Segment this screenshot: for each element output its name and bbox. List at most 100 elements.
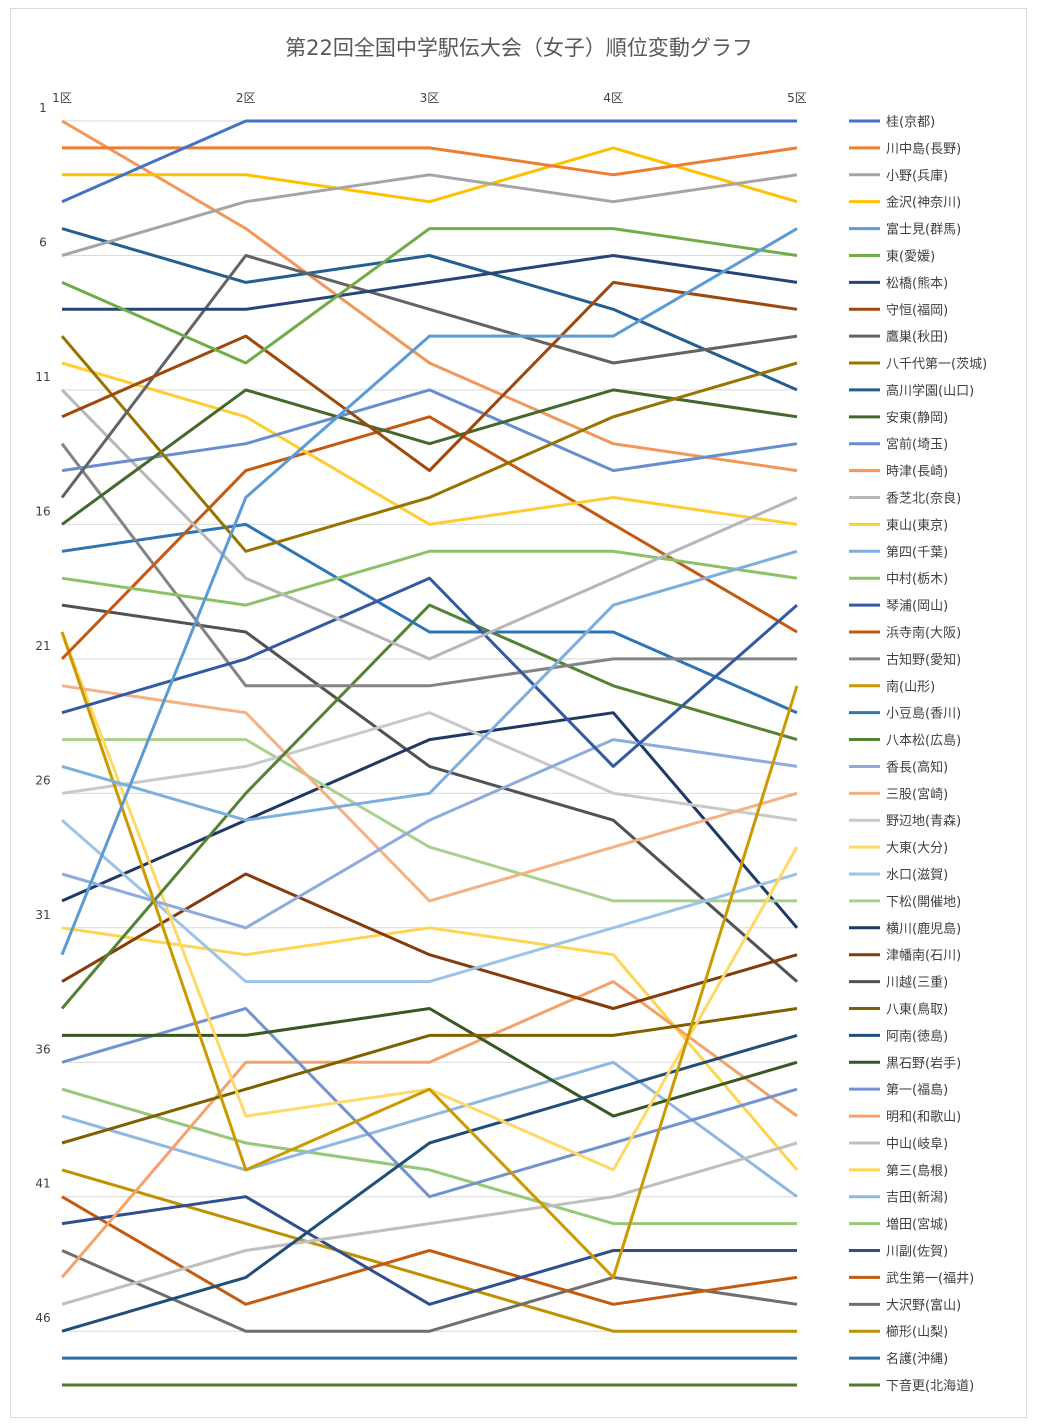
y-tick-label: 46 [35, 1311, 50, 1325]
legend-label: 桂(京都) [886, 115, 935, 130]
legend-label: 武生第一(福井) [886, 1271, 974, 1286]
legend-label: 第一(福島) [886, 1083, 948, 1098]
series-line [61, 1033, 798, 1333]
legend-label: 中山(岐阜) [886, 1136, 948, 1152]
series-line [61, 280, 798, 473]
legend-label: 東山(東京) [886, 517, 948, 533]
x-tick-label: 5区 [787, 91, 807, 105]
y-tick-label: 6 [39, 235, 47, 249]
chart-title: 第22回全国中学駅伝大会（女子）順位変動グラフ [285, 36, 753, 60]
y-tick-label: 11 [35, 370, 50, 384]
legend-label: 中村(栃木) [886, 572, 948, 587]
y-tick-label: 36 [35, 1042, 50, 1056]
series-line [61, 684, 798, 903]
legend-label: 高川学園(山口) [886, 383, 974, 399]
legend: 桂(京都) 川中島(長野) 小野(兵庫) 金沢(神奈川) 富士見(群馬) 東(愛媛) 松橋(… [849, 115, 987, 1394]
legend-label: 第四(千葉) [886, 545, 948, 560]
x-tick-label: 2区 [236, 91, 256, 105]
series-line [61, 1249, 798, 1333]
series-line [60, 603, 798, 1010]
legend-label: 香長(高知) [886, 759, 948, 775]
x-tick-label: 4区 [603, 91, 623, 105]
legend-label: 第三(島根) [886, 1164, 948, 1179]
series-line [61, 603, 798, 983]
legend-label: 富士見(群馬) [886, 222, 961, 238]
series-lines [60, 119, 799, 1387]
legend-label: 大沢野(富山) [886, 1297, 961, 1313]
series-line [61, 173, 798, 257]
series-line [60, 442, 797, 688]
y-tick-label: 26 [35, 773, 50, 787]
y-tick-label: 21 [35, 639, 50, 653]
y-tick-label: 16 [35, 504, 50, 518]
legend-label: 時津(長崎) [886, 465, 948, 480]
legend-label: 八東(鳥取) [886, 1001, 948, 1017]
series-line [61, 1007, 798, 1145]
legend-label: 小野(兵庫) [886, 169, 948, 184]
series-line [62, 1007, 798, 1118]
legend-label: 東(愛媛) [886, 248, 935, 264]
series-line [61, 1060, 798, 1198]
legend-label: 宮前(埼玉) [886, 437, 948, 453]
series-line [62, 254, 798, 311]
series-line [61, 388, 798, 473]
legend-label: 鷹巣(秋田) [886, 330, 948, 345]
legend-label: 横川(鹿児島) [886, 921, 961, 937]
legend-label: 三股(宮崎) [886, 786, 948, 802]
legend-label: 大東(大分) [886, 840, 948, 856]
legend-label: 野辺地(青森) [886, 814, 961, 829]
x-tick-label: 1区 [52, 91, 72, 105]
legend-label: 阿南(徳島) [886, 1028, 948, 1044]
legend-label: 八本松(広島) [886, 734, 961, 749]
series-line [61, 1087, 797, 1226]
series-line [61, 872, 798, 1010]
series-line [61, 711, 798, 822]
legend-label: 川中島(長野) [886, 142, 961, 157]
y-tick-label: 31 [35, 908, 50, 922]
series-line [61, 119, 797, 204]
series-line [61, 549, 798, 607]
series-line [61, 549, 798, 822]
legend-label: 小豆島(香川) [886, 707, 961, 722]
legend-label: 金沢(神奈川) [886, 195, 961, 211]
series-line [61, 926, 799, 1171]
series-line [61, 711, 799, 929]
y-tick-label: 1 [39, 101, 47, 115]
series-line [61, 227, 798, 392]
legend-label: 琴浦(岡山) [886, 599, 948, 614]
series-line [60, 631, 799, 1279]
chart-frame [10, 8, 1027, 1418]
legend-label: 松橋(熊本) [886, 275, 948, 291]
legend-label: 川越(三重) [886, 975, 948, 991]
series-line [61, 1007, 798, 1199]
y-tick-label: 41 [35, 1177, 50, 1191]
legend-label: 下松(開催地) [886, 895, 961, 910]
legend-label: 下音更(北海道) [886, 1378, 974, 1394]
series-line [62, 738, 797, 903]
legend-label: 川副(佐賀) [886, 1245, 948, 1260]
legend-label: 浜寺南(大阪) [886, 625, 961, 641]
series-line [61, 738, 798, 930]
legend-label: 南(山形) [886, 679, 935, 695]
legend-label: 香芝北(奈良) [886, 491, 961, 507]
series-line [60, 227, 798, 956]
legend-label: 増田(宮城) [886, 1217, 948, 1233]
x-axis-labels: 1区 2区 3区 4区 5区 [52, 91, 807, 105]
series-line [61, 1195, 797, 1306]
legend-label: 水口(滋賀) [886, 868, 948, 883]
legend-label: 守恒(福岡) [886, 303, 948, 318]
series-line [61, 1141, 798, 1306]
series-line [60, 388, 798, 661]
series-line [61, 227, 798, 365]
legend-label: 八千代第一(茨城) [886, 357, 987, 372]
legend-label: 古知野(愛知) [886, 652, 961, 668]
legend-label: 安東(静岡) [886, 410, 948, 426]
legend-label: 櫛形(山梨) [886, 1325, 948, 1340]
legend-label: 吉田(新潟) [886, 1190, 948, 1206]
series-line [61, 119, 798, 473]
series-line [60, 335, 798, 553]
x-tick-label: 3区 [420, 91, 440, 105]
legend-label: 津幡南(石川) [886, 948, 961, 964]
